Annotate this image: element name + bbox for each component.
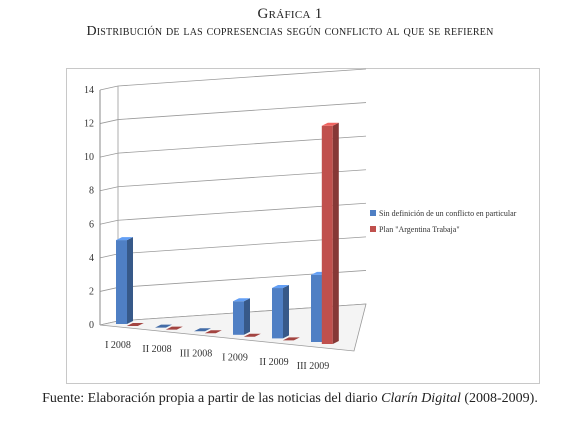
bar-side — [283, 285, 289, 339]
bar — [126, 323, 144, 326]
legend-swatch — [370, 226, 376, 232]
figure-title: Distribución de las copresencias según c… — [86, 24, 494, 39]
chart-frame: 0 2 4 6 8 10 12 14 I 2008 II 2008 III 2008 I 2009 II… — [66, 68, 540, 384]
x-tick-label: I 2009 — [222, 353, 248, 364]
bar-zero — [126, 323, 144, 326]
x-tick-label: II 2009 — [259, 357, 288, 368]
bar-zero — [155, 324, 172, 328]
bar-side — [244, 298, 250, 335]
y-tick-label: 8 — [89, 186, 94, 197]
legend-swatch — [370, 210, 376, 216]
x-tick-label: II 2008 — [142, 344, 171, 355]
source-publication: Clarín Digital — [381, 391, 461, 406]
bar-top — [116, 237, 133, 241]
legend-label: Sin definición de un conflicto en partic… — [379, 209, 517, 218]
bar — [233, 298, 250, 335]
bar-side — [332, 122, 339, 345]
y-tick-label: 0 — [89, 320, 94, 331]
side-gridline — [99, 85, 119, 91]
bar-zero — [165, 326, 183, 330]
side-gridline — [99, 119, 119, 124]
side-gridline — [99, 287, 119, 292]
bar-side — [127, 237, 133, 324]
bar-top — [272, 285, 289, 289]
y-tick-label: 14 — [84, 85, 94, 96]
figure-number: Gráfica 1 — [257, 6, 323, 22]
bar — [165, 326, 183, 330]
gridline — [117, 68, 367, 87]
y-tick-label: 6 — [89, 219, 94, 230]
bar-zero — [243, 333, 261, 337]
bar — [155, 324, 172, 328]
side-gridline — [99, 186, 119, 192]
bar-front — [116, 240, 127, 324]
bar-front — [233, 301, 244, 335]
x-tick-label: III 2009 — [297, 361, 330, 372]
bar — [272, 285, 289, 339]
bar-zero — [204, 330, 222, 334]
y-tick-label: 4 — [89, 253, 94, 264]
bar — [116, 237, 133, 324]
side-gridline — [99, 253, 119, 259]
x-tick-label: I 2008 — [105, 340, 131, 351]
bar-front — [272, 288, 283, 339]
source-note: Fuente: Elaboración propia a partir de l… — [0, 391, 580, 407]
y-tick-label: 2 — [89, 286, 94, 297]
bar — [204, 330, 222, 334]
bar-top — [233, 298, 250, 302]
bar-zero — [194, 328, 211, 332]
bar-chart: 0 2 4 6 8 10 12 14 I 2008 II 2008 III 2008 I 2009 II… — [66, 68, 540, 384]
y-tick-label: 10 — [84, 152, 94, 163]
bar — [194, 328, 211, 332]
x-tick-label: III 2008 — [180, 348, 213, 359]
y-tick-label: 12 — [84, 119, 94, 130]
bar — [243, 333, 261, 337]
source-suffix: (2008-2009). — [460, 391, 538, 406]
bar-zero — [282, 337, 300, 341]
bar-front — [321, 125, 333, 345]
legend-label: Plan "Argentina Trabaja" — [379, 225, 460, 234]
source-prefix: Fuente: Elaboración propia a partir de l… — [42, 391, 382, 406]
side-gridline — [99, 152, 119, 158]
bar-front — [311, 274, 322, 342]
bar-top — [321, 122, 339, 126]
bar — [321, 122, 339, 345]
bar — [282, 337, 300, 341]
gridline — [117, 102, 367, 120]
side-gridline — [99, 219, 119, 225]
